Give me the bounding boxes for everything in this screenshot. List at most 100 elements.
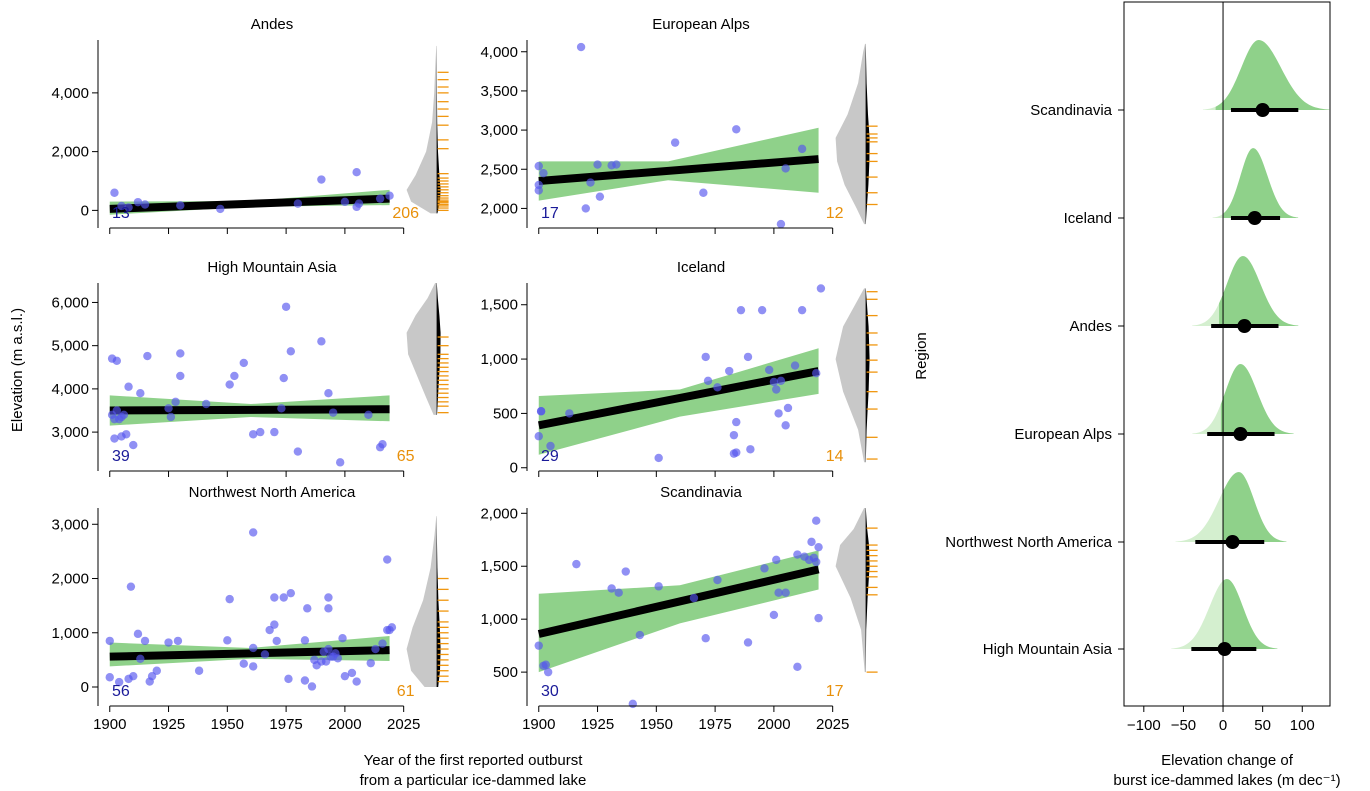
data-point xyxy=(371,644,380,654)
rug-count: 65 xyxy=(397,448,415,465)
data-point xyxy=(324,593,333,602)
data-point xyxy=(140,636,150,646)
data-point xyxy=(279,373,288,383)
data-point xyxy=(122,430,131,439)
y-axis-label: Elevation (m a.s.l.) xyxy=(9,308,26,432)
posterior-mean xyxy=(1237,319,1252,333)
data-point xyxy=(110,188,119,197)
data-point xyxy=(110,434,119,443)
posterior-row-scandinavia: Scandinavia xyxy=(1030,40,1330,119)
data-point xyxy=(757,305,767,315)
density-violin-inner xyxy=(865,288,870,463)
data-point xyxy=(164,638,173,647)
data-point xyxy=(126,582,136,591)
density-violin-inner xyxy=(436,516,441,688)
data-point xyxy=(614,588,623,597)
data-point xyxy=(300,676,310,685)
data-point xyxy=(133,197,143,207)
panel-iceland: Iceland 0 500 1,000 1,500 29 14 xyxy=(480,259,878,477)
data-point xyxy=(277,404,286,413)
y-tick-label: 1,500 xyxy=(480,297,518,314)
data-point xyxy=(152,666,161,675)
data-point xyxy=(772,555,781,565)
posterior-row-european-alps: European Alps xyxy=(1014,364,1294,443)
x-tick-label: 1925 xyxy=(152,716,185,733)
y-tick-label: 2,000 xyxy=(51,571,89,588)
y-tick-label: 6,000 xyxy=(51,294,89,311)
data-point xyxy=(607,584,616,593)
x-tick-label: 50 xyxy=(1254,717,1271,734)
x-tick-label: 1975 xyxy=(698,716,731,733)
rug-count: 14 xyxy=(826,448,844,465)
x-tick-label: 100 xyxy=(1290,717,1315,734)
data-point xyxy=(790,361,800,370)
data-point xyxy=(543,667,553,677)
posterior-density-tail xyxy=(1175,487,1225,542)
y-tick-label: 2,000 xyxy=(480,505,518,522)
data-point xyxy=(333,654,343,663)
y-tick-label: 1,000 xyxy=(51,625,89,642)
posterior-row-northwest-north-america: Northwest North America xyxy=(945,472,1287,551)
density-violin xyxy=(406,283,437,415)
data-point xyxy=(166,412,176,422)
data-point xyxy=(173,636,183,646)
data-point xyxy=(732,448,741,457)
posterior-mean xyxy=(1217,642,1232,656)
x-tick-label: −100 xyxy=(1127,717,1161,734)
data-point xyxy=(760,564,769,573)
data-point xyxy=(572,559,581,569)
data-point xyxy=(743,352,753,362)
data-point xyxy=(378,639,387,648)
y-tick-label: 4,000 xyxy=(480,44,518,61)
data-point xyxy=(105,673,114,682)
data-point xyxy=(628,699,638,709)
data-point xyxy=(816,284,826,293)
data-point xyxy=(774,409,783,418)
scatter-panels: Andes 0 2,000 4,000 13 206 European Alps 2,000 2… xyxy=(51,16,878,733)
density-violin xyxy=(835,508,866,673)
data-point xyxy=(595,192,605,201)
y-tick-label: 0 xyxy=(81,202,89,219)
data-point xyxy=(764,365,774,375)
data-point xyxy=(812,368,821,378)
data-point xyxy=(201,399,211,409)
data-point xyxy=(725,366,734,376)
data-point xyxy=(136,654,145,664)
rug-count: 61 xyxy=(397,683,415,700)
y-tick-label: 1,000 xyxy=(480,351,518,368)
data-point xyxy=(534,641,543,650)
data-point xyxy=(340,671,350,681)
panel-northwest-north-america: Northwest North America 0 1,000 2,000 3,000 1… xyxy=(51,484,449,733)
posterior-density xyxy=(1223,148,1299,218)
x-tick-label: 1975 xyxy=(269,716,302,733)
data-point xyxy=(347,668,357,678)
region-label: Northwest North America xyxy=(945,534,1112,551)
panel-scandinavia: Scandinavia 500 1,000 1,500 2,000 1900 1925 195… xyxy=(480,484,878,733)
data-point xyxy=(272,636,281,646)
posterior-frame xyxy=(1123,1,1331,707)
data-point xyxy=(701,352,710,362)
data-point xyxy=(328,408,338,417)
data-point xyxy=(812,557,821,567)
x-tick-label: 1950 xyxy=(640,716,673,733)
point-count: 30 xyxy=(541,683,559,700)
data-point xyxy=(375,194,385,203)
data-point xyxy=(352,167,361,177)
data-point xyxy=(713,575,722,585)
panel-title: Northwest North America xyxy=(189,484,356,501)
data-point xyxy=(781,421,790,430)
y-tick-label: 2,500 xyxy=(480,161,518,178)
data-point xyxy=(260,650,270,659)
y-tick-label: 3,500 xyxy=(480,83,518,100)
data-point xyxy=(117,412,126,422)
y-tick-label: 3,000 xyxy=(51,424,89,441)
data-point xyxy=(284,674,293,684)
data-point xyxy=(164,404,173,413)
data-point xyxy=(225,594,234,604)
trend-line xyxy=(537,565,820,638)
data-point xyxy=(689,593,699,603)
data-point xyxy=(225,380,234,389)
density-violin-inner xyxy=(436,283,441,415)
data-point xyxy=(112,356,122,365)
y-tick-label: 0 xyxy=(510,460,518,477)
